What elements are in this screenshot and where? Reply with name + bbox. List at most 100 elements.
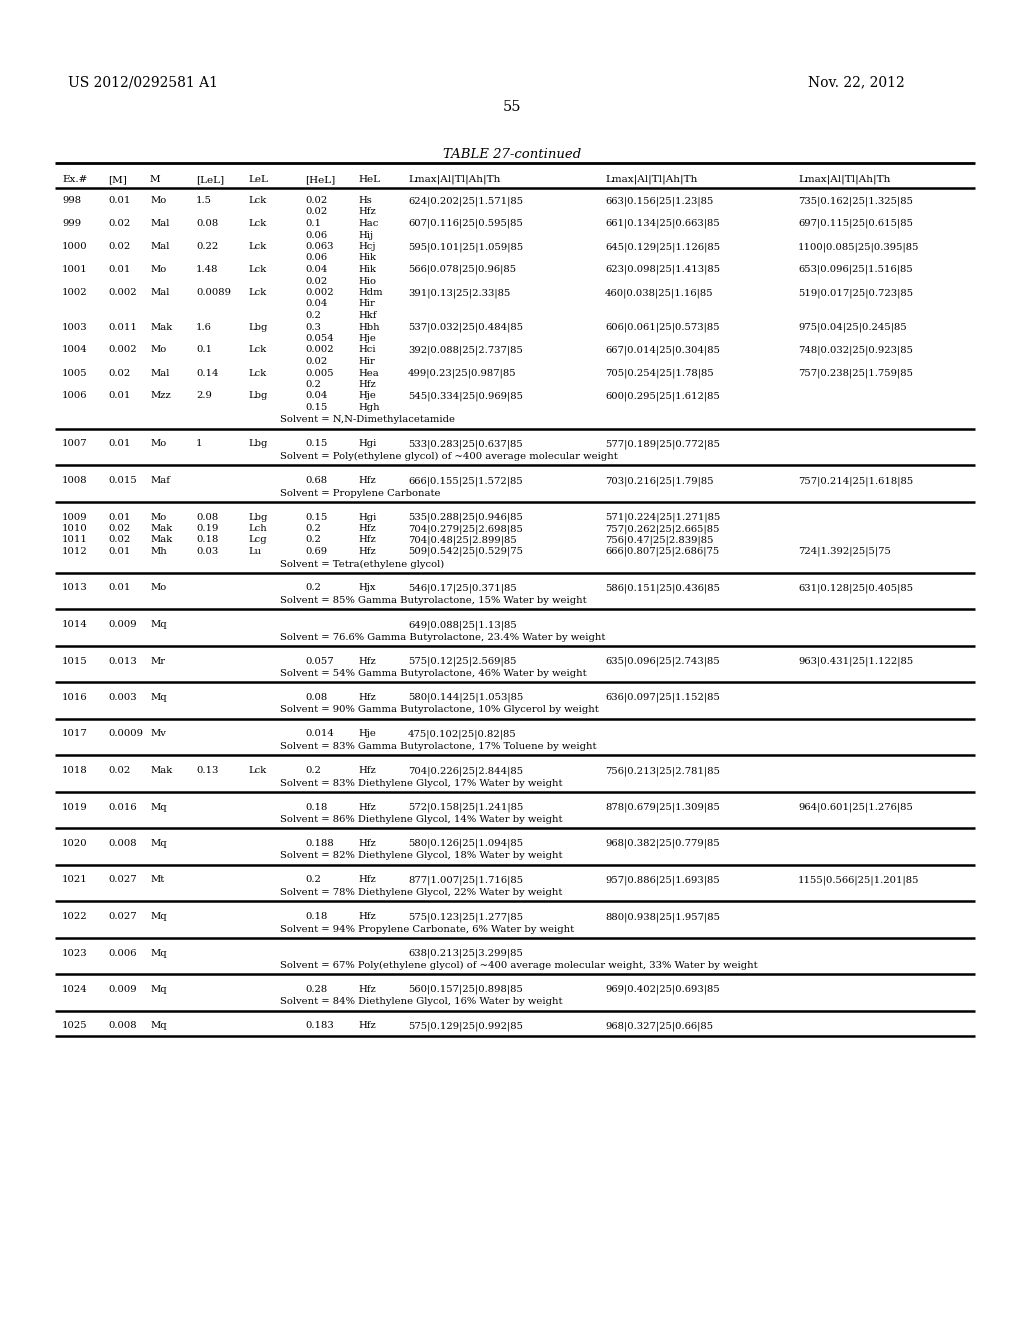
Text: 1100|0.085|25|0.395|85: 1100|0.085|25|0.395|85	[798, 242, 920, 252]
Text: 509|0.542|25|0.529|75: 509|0.542|25|0.529|75	[408, 546, 523, 557]
Text: Solvent = 84% Diethylene Glycol, 16% Water by weight: Solvent = 84% Diethylene Glycol, 16% Wat…	[280, 998, 562, 1006]
Text: 0.2: 0.2	[305, 536, 321, 544]
Text: Hfz: Hfz	[358, 477, 376, 484]
Text: Hfz: Hfz	[358, 875, 376, 884]
Text: Mq: Mq	[150, 949, 167, 957]
Text: 533|0.283|25|0.637|85: 533|0.283|25|0.637|85	[408, 440, 522, 449]
Text: 0.057: 0.057	[305, 656, 334, 665]
Text: 0.2: 0.2	[305, 583, 321, 593]
Text: Lck: Lck	[248, 346, 266, 355]
Text: 1002: 1002	[62, 288, 88, 297]
Text: Mo: Mo	[150, 265, 166, 275]
Text: 0.15: 0.15	[305, 440, 328, 449]
Text: 757|0.238|25|1.759|85: 757|0.238|25|1.759|85	[798, 368, 913, 378]
Text: 560|0.157|25|0.898|85: 560|0.157|25|0.898|85	[408, 985, 523, 994]
Text: 575|0.129|25|0.992|85: 575|0.129|25|0.992|85	[408, 1022, 523, 1031]
Text: Solvent = N,N-Dimethylacetamide: Solvent = N,N-Dimethylacetamide	[280, 416, 455, 425]
Text: 704|0.279|25|2.698|85: 704|0.279|25|2.698|85	[408, 524, 523, 533]
Text: Hs: Hs	[358, 195, 372, 205]
Text: Lch: Lch	[248, 524, 266, 533]
Text: 0.04: 0.04	[305, 300, 328, 309]
Text: 566|0.078|25|0.96|85: 566|0.078|25|0.96|85	[408, 265, 516, 275]
Text: 757|0.262|25|2.665|85: 757|0.262|25|2.665|85	[605, 524, 720, 533]
Text: Hfz: Hfz	[358, 766, 376, 775]
Text: 1: 1	[196, 440, 203, 449]
Text: 580|0.144|25|1.053|85: 580|0.144|25|1.053|85	[408, 693, 523, 702]
Text: Mq: Mq	[150, 1022, 167, 1031]
Text: 1005: 1005	[62, 368, 88, 378]
Text: 0.02: 0.02	[108, 766, 130, 775]
Text: 0.19: 0.19	[196, 524, 218, 533]
Text: 1.48: 1.48	[196, 265, 218, 275]
Text: 0.1: 0.1	[196, 346, 212, 355]
Text: 0.01: 0.01	[108, 546, 130, 556]
Text: 703|0.216|25|1.79|85: 703|0.216|25|1.79|85	[605, 477, 714, 486]
Text: 735|0.162|25|1.325|85: 735|0.162|25|1.325|85	[798, 195, 913, 206]
Text: Mak: Mak	[150, 536, 172, 544]
Text: 877|1.007|25|1.716|85: 877|1.007|25|1.716|85	[408, 875, 523, 884]
Text: 0.008: 0.008	[108, 1022, 136, 1031]
Text: Lbg: Lbg	[248, 512, 267, 521]
Text: Nov. 22, 2012: Nov. 22, 2012	[808, 75, 905, 88]
Text: 968|0.327|25|0.66|85: 968|0.327|25|0.66|85	[605, 1022, 713, 1031]
Text: 0.02: 0.02	[108, 524, 130, 533]
Text: Hci: Hci	[358, 346, 376, 355]
Text: 0.2: 0.2	[305, 312, 321, 319]
Text: Solvent = Poly(ethylene glycol) of ~400 average molecular weight: Solvent = Poly(ethylene glycol) of ~400 …	[280, 451, 617, 461]
Text: 963|0.431|25|1.122|85: 963|0.431|25|1.122|85	[798, 656, 913, 667]
Text: 392|0.088|25|2.737|85: 392|0.088|25|2.737|85	[408, 346, 523, 355]
Text: Lck: Lck	[248, 219, 266, 228]
Text: 0.02: 0.02	[305, 195, 328, 205]
Text: 0.002: 0.002	[305, 346, 334, 355]
Text: Lmax|Al|Tl|Ah|Th: Lmax|Al|Tl|Ah|Th	[605, 176, 697, 185]
Text: 575|0.12|25|2.569|85: 575|0.12|25|2.569|85	[408, 656, 516, 667]
Text: Hik: Hik	[358, 253, 376, 263]
Text: 1023: 1023	[62, 949, 88, 957]
Text: 1025: 1025	[62, 1022, 88, 1031]
Text: 0.009: 0.009	[108, 620, 136, 630]
Text: Solvent = 83% Gamma Butyrolactone, 17% Toluene by weight: Solvent = 83% Gamma Butyrolactone, 17% T…	[280, 742, 597, 751]
Text: Hfz: Hfz	[358, 524, 376, 533]
Text: 0.011: 0.011	[108, 322, 137, 331]
Text: 0.02: 0.02	[108, 368, 130, 378]
Text: Mv: Mv	[150, 730, 166, 738]
Text: Mo: Mo	[150, 512, 166, 521]
Text: US 2012/0292581 A1: US 2012/0292581 A1	[68, 75, 218, 88]
Text: 1006: 1006	[62, 392, 87, 400]
Text: 0.14: 0.14	[196, 368, 218, 378]
Text: Mq: Mq	[150, 620, 167, 630]
Text: 0.06: 0.06	[305, 253, 327, 263]
Text: 1012: 1012	[62, 546, 88, 556]
Text: Hfz: Hfz	[358, 536, 376, 544]
Text: Lbg: Lbg	[248, 440, 267, 449]
Text: Hfz: Hfz	[358, 1022, 376, 1031]
Text: 0.183: 0.183	[305, 1022, 334, 1031]
Text: 880|0.938|25|1.957|85: 880|0.938|25|1.957|85	[605, 912, 720, 921]
Text: 999: 999	[62, 219, 81, 228]
Text: 0.1: 0.1	[305, 219, 321, 228]
Text: 0.063: 0.063	[305, 242, 334, 251]
Text: 0.28: 0.28	[305, 985, 328, 994]
Text: 571|0.224|25|1.271|85: 571|0.224|25|1.271|85	[605, 512, 720, 521]
Text: 964|0.601|25|1.276|85: 964|0.601|25|1.276|85	[798, 803, 912, 812]
Text: 0.027: 0.027	[108, 912, 136, 921]
Text: Lmax|Al|Tl|Ah|Th: Lmax|Al|Tl|Ah|Th	[408, 176, 501, 185]
Text: 460|0.038|25|1.16|85: 460|0.038|25|1.16|85	[605, 288, 714, 297]
Text: Hfz: Hfz	[358, 546, 376, 556]
Text: 0.002: 0.002	[108, 346, 136, 355]
Text: Solvent = 76.6% Gamma Butyrolactone, 23.4% Water by weight: Solvent = 76.6% Gamma Butyrolactone, 23.…	[280, 632, 605, 642]
Text: Hfz: Hfz	[358, 985, 376, 994]
Text: HeL: HeL	[358, 176, 380, 183]
Text: Hea: Hea	[358, 368, 379, 378]
Text: 1022: 1022	[62, 912, 88, 921]
Text: 878|0.679|25|1.309|85: 878|0.679|25|1.309|85	[605, 803, 720, 812]
Text: 0.013: 0.013	[108, 656, 137, 665]
Text: Solvent = 67% Poly(ethylene glycol) of ~400 average molecular weight, 33% Water : Solvent = 67% Poly(ethylene glycol) of ~…	[280, 961, 758, 970]
Text: 697|0.115|25|0.615|85: 697|0.115|25|0.615|85	[798, 219, 913, 228]
Text: 0.02: 0.02	[305, 276, 328, 285]
Text: 0.2: 0.2	[305, 524, 321, 533]
Text: Mak: Mak	[150, 524, 172, 533]
Text: 1000: 1000	[62, 242, 88, 251]
Text: 0.014: 0.014	[305, 730, 334, 738]
Text: Mq: Mq	[150, 912, 167, 921]
